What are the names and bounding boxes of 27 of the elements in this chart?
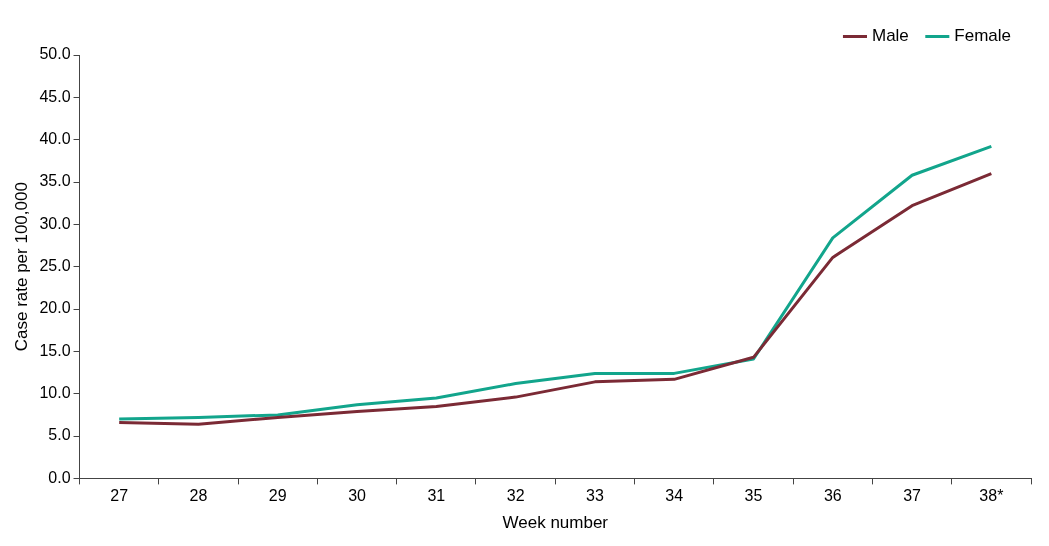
x-axis-title: Week number <box>502 513 609 533</box>
x-tick-label: 38* <box>979 487 1004 505</box>
legend-label: Female <box>954 26 1011 46</box>
x-tick-label: 28 <box>189 487 208 505</box>
x-tick-label: 29 <box>268 487 287 505</box>
legend-label: Male <box>871 26 909 46</box>
x-tick-label: 31 <box>427 487 446 505</box>
y-tick-label: 30.0 <box>39 214 71 232</box>
x-tick-label: 32 <box>506 487 525 505</box>
y-tick-label: 35.0 <box>39 172 71 190</box>
x-tick-label: 30 <box>348 487 367 505</box>
y-tick-label: 45.0 <box>39 87 71 105</box>
x-tick-label: 37 <box>903 487 922 505</box>
y-tick-label: 10.0 <box>39 384 71 402</box>
y-tick-label: 5.0 <box>48 426 71 444</box>
y-tick-label: 20.0 <box>39 299 71 317</box>
x-tick-label: 36 <box>823 487 842 505</box>
x-tick-label: 34 <box>665 487 684 505</box>
x-tick-label: 27 <box>110 487 129 505</box>
y-tick-label: 50.0 <box>39 45 71 63</box>
y-axis-title: Case rate per 100,000 <box>11 182 31 352</box>
x-tick-label: 35 <box>744 487 763 505</box>
y-tick-label: 40.0 <box>39 130 71 148</box>
y-tick-label: 15.0 <box>39 341 71 359</box>
x-tick-label: 33 <box>586 487 604 505</box>
y-tick-label: 25.0 <box>39 257 71 275</box>
y-tick-label: 0.0 <box>48 468 71 486</box>
